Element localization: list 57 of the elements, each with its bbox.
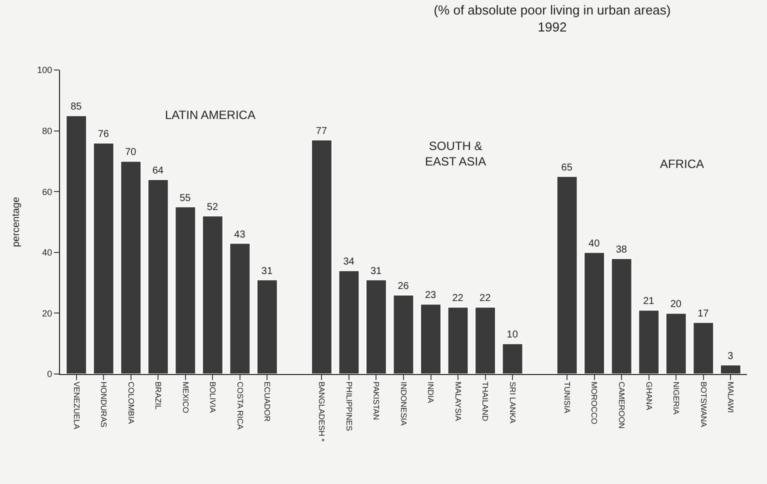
data-label: 34 bbox=[343, 256, 355, 268]
data-label: 52 bbox=[206, 202, 218, 213]
data-label: 23 bbox=[424, 290, 437, 302]
x-tick-label: BOLIVIA bbox=[208, 382, 218, 414]
x-tick-label: NIGERIA bbox=[672, 382, 681, 416]
x-tick-label: PAKISTAN bbox=[372, 382, 381, 420]
annotation: SOUTH & EAST ASIA bbox=[425, 139, 486, 169]
x-tick-label: CAMEROON bbox=[617, 382, 626, 429]
data-label: 3 bbox=[728, 350, 734, 362]
annotation: AFRICA bbox=[660, 157, 704, 171]
x-tick-label: SRI LANKA bbox=[508, 382, 517, 424]
y-tick-label: 60 bbox=[42, 186, 52, 197]
data-label: 31 bbox=[261, 266, 273, 277]
y-tick-label: 100 bbox=[37, 65, 52, 76]
y-tick-label: 0 bbox=[47, 369, 52, 380]
data-label: 22 bbox=[452, 293, 464, 304]
y-tick-label: 40 bbox=[42, 248, 52, 258]
data-label: 22 bbox=[480, 293, 492, 304]
x-tick-label: MALAYSIA bbox=[453, 382, 462, 422]
data-label: 64 bbox=[152, 165, 164, 176]
data-label: 43 bbox=[234, 229, 246, 240]
x-tick-label: BRAZIL bbox=[154, 382, 163, 410]
data-label: 76 bbox=[98, 128, 110, 140]
x-tick-label: COLOMBIA bbox=[126, 382, 136, 424]
data-label: 77 bbox=[316, 126, 328, 137]
x-tick-label: MALAWI bbox=[726, 382, 736, 413]
data-label: 55 bbox=[180, 192, 192, 204]
x-tick-label: BOTSWANA bbox=[698, 382, 708, 428]
x-tick-label: VENEZUELA bbox=[72, 382, 81, 430]
x-tick-label: TUNISIA bbox=[562, 382, 572, 414]
data-label: 31 bbox=[370, 266, 382, 277]
x-tick-label: HONDURAS bbox=[99, 382, 108, 428]
data-label: 21 bbox=[643, 296, 655, 308]
x-tick-label: PHILIPPINES bbox=[344, 382, 354, 431]
data-label: 40 bbox=[588, 238, 600, 250]
x-tick-label: MOROCCO bbox=[590, 382, 599, 424]
y-tick-label: 20 bbox=[42, 308, 52, 318]
x-tick-label: MEXICO bbox=[180, 382, 190, 414]
data-label: 10 bbox=[506, 330, 518, 341]
data-label: 85 bbox=[70, 102, 82, 113]
data-label: 70 bbox=[125, 147, 137, 158]
x-tick-label: THAILAND bbox=[480, 382, 490, 422]
x-tick-label: BANGLADESH * bbox=[317, 382, 326, 442]
x-tick-label: GHANA bbox=[644, 382, 654, 411]
x-tick-label: INDONESIA bbox=[398, 382, 408, 426]
data-label: 17 bbox=[698, 308, 710, 320]
data-label: 38 bbox=[616, 244, 628, 256]
annotation: LATIN AMERICA bbox=[165, 108, 256, 122]
y-tick-label: 80 bbox=[42, 126, 52, 136]
data-label: 26 bbox=[398, 280, 410, 292]
y-axis-title: percentage bbox=[11, 196, 22, 248]
x-tick-label: INDIA bbox=[426, 382, 436, 404]
x-tick-label: ECUADOR bbox=[262, 382, 272, 422]
data-label: 20 bbox=[670, 299, 682, 310]
chart-title: (% of absolute poor living in urban areas) 1992 bbox=[434, 2, 671, 34]
data-label: 65 bbox=[561, 162, 573, 174]
x-tick-label: COSTA RICA bbox=[235, 382, 244, 430]
